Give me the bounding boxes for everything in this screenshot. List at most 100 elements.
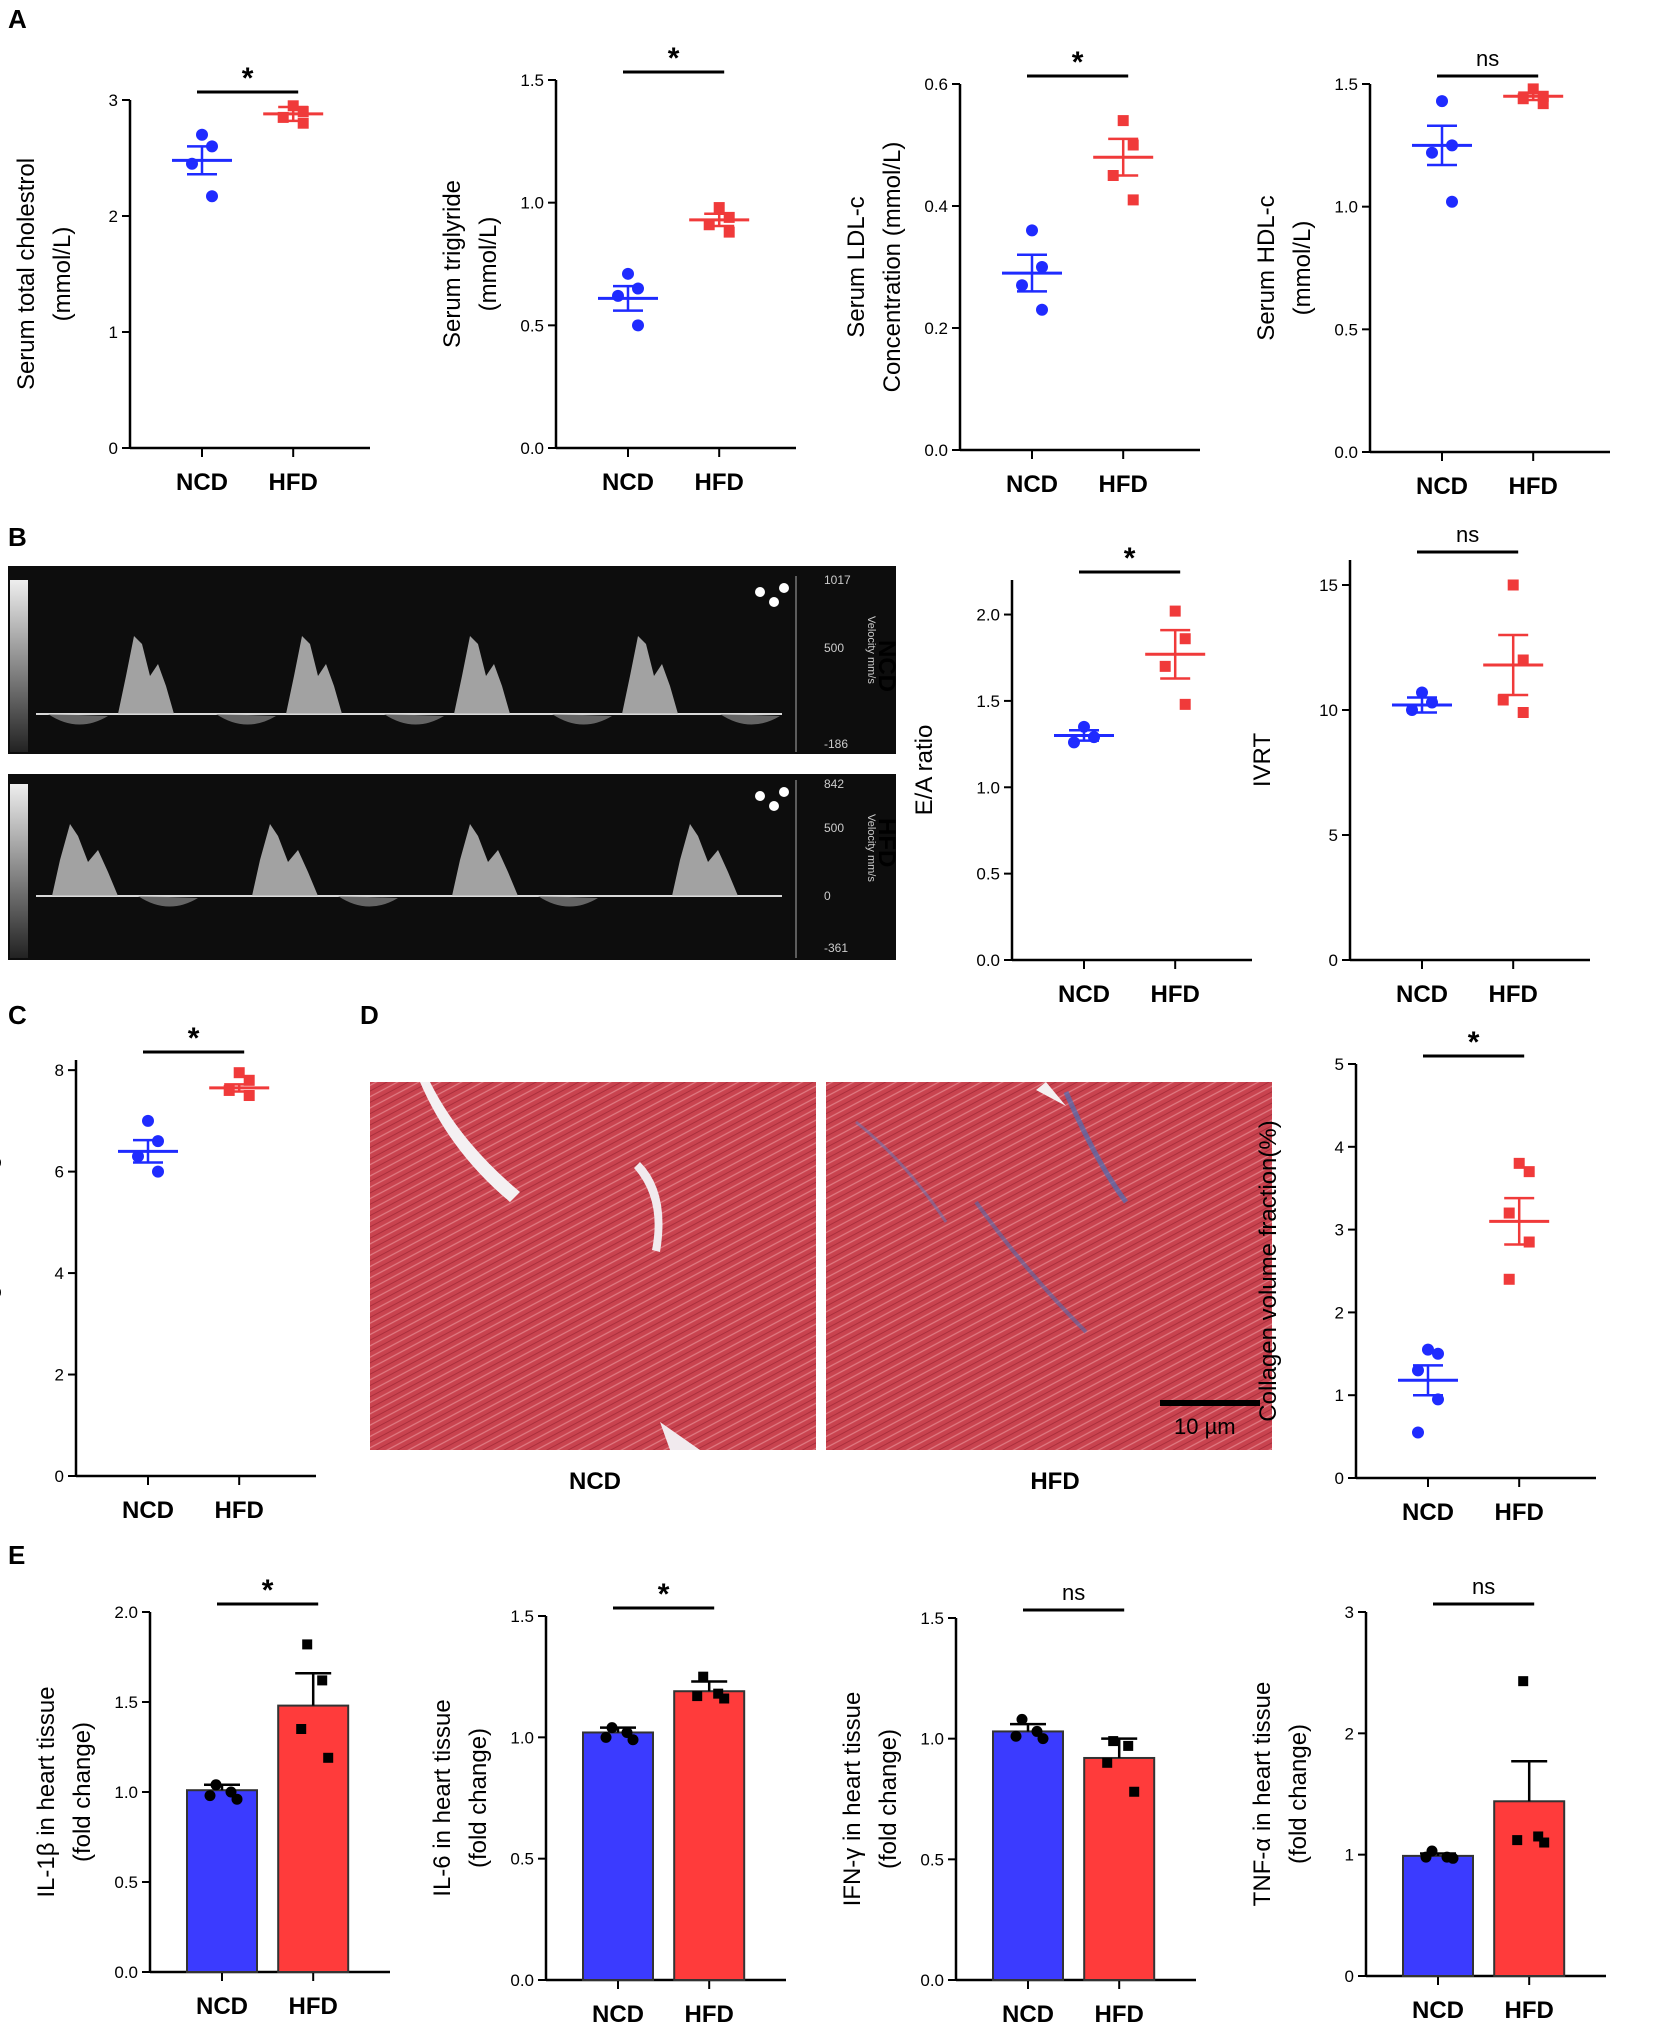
- data-point: [723, 226, 735, 238]
- y-axis-label: Collagen volume fraction(%): [1255, 1120, 1282, 1421]
- y-tick-label: 4: [55, 1264, 64, 1283]
- data-point: [210, 1779, 222, 1791]
- chart-a2: 0.0 0.5 1.0 1.5 NCD HFD Serum triglyride (mmol/…: [439, 42, 796, 496]
- y-tick-label: 8: [55, 1061, 64, 1080]
- data-point: [713, 1688, 724, 1699]
- y-axis-label: IVRT: [1249, 733, 1276, 788]
- bar-ncd: [186, 1789, 258, 1973]
- bar-ncd: [582, 1731, 654, 1981]
- y-tick-label: 0: [1345, 1967, 1354, 1986]
- y-axis-label: IFN-γ in heart tissue: [839, 1692, 866, 1907]
- y-tick-label: 0: [109, 439, 118, 458]
- data-point: [1010, 1730, 1022, 1742]
- data-point: [206, 190, 218, 203]
- bar-hfd: [277, 1704, 350, 1973]
- y-tick-label: 1: [109, 323, 118, 342]
- y-axis-label: (mmol/L): [475, 217, 502, 312]
- data-point: [632, 282, 644, 295]
- chart-e1: 0.0 0.5 1.0 1.5 2.0 NCD HFD IL-1β in heart tiss…: [33, 1574, 390, 2020]
- y-tick-label: 5: [1335, 1055, 1344, 1074]
- data-point: [1159, 660, 1171, 672]
- x-tick-label: HFD: [289, 1993, 338, 2020]
- chart-b1: 0.0 0.5 1.0 1.5 2.0 NCD HFD E/A ratio *: [911, 542, 1252, 1008]
- x-tick-label: NCD: [196, 1993, 248, 2020]
- data-point: [1037, 1733, 1049, 1745]
- data-point: [1527, 83, 1539, 95]
- y-tick-label: 0.5: [114, 1873, 138, 1892]
- x-tick-label: NCD: [1416, 473, 1468, 500]
- data-point: [622, 267, 634, 280]
- y-tick-label: 0: [1329, 951, 1338, 970]
- y-tick-label: 0.0: [976, 951, 1000, 970]
- y-axis-label: Serum total cholestrol: [13, 158, 40, 390]
- chart-e2: 0.0 0.5 1.0 1.5 NCD HFD IL-6 in heart tissue (f…: [429, 1578, 786, 2024]
- y-tick-label: 0.0: [1334, 443, 1358, 462]
- data-point: [317, 1675, 328, 1686]
- data-point: [296, 1724, 307, 1734]
- y-tick-label: 0.2: [924, 319, 948, 338]
- x-tick-label: NCD: [602, 469, 654, 496]
- x-tick-label: HFD: [215, 1497, 264, 1524]
- y-tick-label: 1.0: [1334, 198, 1358, 217]
- data-point: [297, 106, 309, 118]
- data-point: [204, 1790, 216, 1802]
- y-tick-label: 6: [55, 1163, 64, 1182]
- y-tick-label: 2: [109, 207, 118, 226]
- y-tick-label: 1.0: [920, 1730, 944, 1749]
- y-tick-label: 0: [55, 1467, 64, 1486]
- y-tick-label: 1.5: [520, 71, 544, 90]
- data-point: [1420, 1851, 1432, 1863]
- data-point: [1533, 1831, 1544, 1842]
- y-tick-label: 1.0: [520, 194, 544, 213]
- y-tick-label: 0.5: [1334, 320, 1358, 339]
- y-tick-label: 0.0: [520, 439, 544, 458]
- significance-label: ns: [1456, 522, 1479, 547]
- doppler-hfd-scale-top: 842: [824, 777, 844, 791]
- y-tick-label: 2: [1345, 1724, 1354, 1743]
- y-axis-label: (fold change): [875, 1729, 902, 1869]
- y-axis-label: Serum LDL-c: [843, 196, 870, 337]
- data-point: [1123, 1740, 1134, 1751]
- data-point: [723, 211, 735, 223]
- data-point: [1412, 1426, 1424, 1439]
- data-point: [243, 1074, 255, 1086]
- data-point: [1512, 1835, 1523, 1846]
- y-axis-label: (fold change): [1285, 1724, 1312, 1864]
- y-axis-label: Serum HDL-c: [1253, 195, 1280, 340]
- panel-letter-e: E: [8, 1540, 26, 1570]
- data-point: [1127, 139, 1139, 151]
- histology-hfd-caption: HFD: [1030, 1468, 1080, 1495]
- data-point: [1016, 1713, 1028, 1725]
- doppler-ncd-scale-top: 1017: [824, 573, 851, 587]
- histology-ncd-image: [370, 1082, 816, 1450]
- data-point: [1036, 261, 1048, 273]
- doppler-ncd-scale-bot: -186: [824, 737, 848, 751]
- chart-c1: 0 2 4 6 8 NCD HFD Heart weight/Tibia length *: [0, 1022, 316, 1524]
- x-tick-label: NCD: [1002, 2001, 1054, 2024]
- y-axis-label: (fold change): [69, 1722, 96, 1862]
- x-tick-label: HFD: [1099, 471, 1148, 498]
- x-tick-label: NCD: [592, 2001, 644, 2024]
- doppler-ncd-image: 1017 500 -186 Velocity mm/s: [8, 566, 896, 754]
- histology-scalebar-label: 10 µm: [1174, 1414, 1236, 1439]
- data-point: [1539, 1837, 1550, 1848]
- x-tick-label: NCD: [1006, 471, 1058, 498]
- y-tick-label: 2: [1335, 1303, 1344, 1322]
- y-tick-label: 1.5: [920, 1609, 944, 1628]
- panel-letter-b: B: [8, 522, 27, 552]
- y-tick-label: 0.4: [924, 197, 948, 216]
- y-tick-label: 1: [1345, 1846, 1354, 1865]
- y-axis-label: E/A ratio: [911, 725, 938, 816]
- chart-e4: 0 1 2 3 NCD HFD TNF-α in heart tissue (fold cha…: [1249, 1574, 1606, 2024]
- data-point: [243, 1090, 255, 1102]
- data-point: [152, 1165, 164, 1178]
- y-tick-label: 3: [1345, 1603, 1354, 1622]
- data-point: [1507, 579, 1519, 591]
- data-point: [606, 1722, 618, 1734]
- data-point: [1503, 1207, 1515, 1219]
- data-point: [1432, 1347, 1444, 1360]
- x-tick-label: HFD: [1489, 981, 1538, 1008]
- bar-ncd: [992, 1730, 1064, 1981]
- y-tick-label: 3: [1335, 1221, 1344, 1240]
